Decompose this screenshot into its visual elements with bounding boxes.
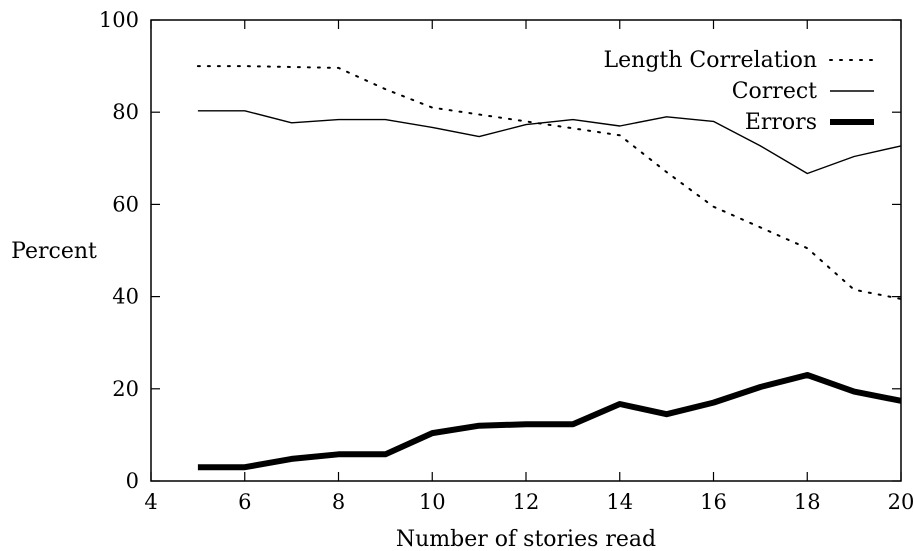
y-tick-label: 0 [126, 469, 139, 493]
x-tick-label: 12 [513, 490, 540, 514]
series-layer [196, 65, 902, 471]
y-axis-ticks: 0 20 40 60 80 100 [99, 8, 901, 493]
x-tick-label: 16 [700, 490, 727, 514]
legend-label-correct: Correct [732, 79, 817, 104]
x-tick-label: 4 [144, 490, 157, 514]
y-tick-label: 20 [112, 377, 139, 401]
series-line-correct [197, 110, 902, 175]
y-tick-label: 100 [99, 8, 139, 32]
x-tick-label: 6 [238, 490, 251, 514]
x-tick-label: 14 [606, 490, 633, 514]
y-tick-label: 80 [112, 100, 139, 124]
y-axis-label: Percent [11, 239, 97, 264]
y-tick-label: 60 [112, 192, 139, 216]
x-axis-label: Number of stories read [396, 527, 656, 551]
x-tick-label: 10 [419, 490, 446, 514]
x-tick-label: 20 [888, 490, 914, 514]
y-tick-label: 40 [112, 285, 139, 309]
x-tick-label: 18 [794, 490, 821, 514]
x-axis-ticks: 4 6 8 10 12 14 16 18 20 [144, 20, 914, 514]
series-line-length-correlation [196, 65, 902, 300]
series-line-errors [197, 372, 902, 471]
legend-label-errors: Errors [745, 110, 817, 135]
legend-label-length-correlation: Length Correlation [604, 48, 817, 73]
x-tick-label: 8 [332, 490, 345, 514]
legend: Length Correlation Correct Errors [604, 48, 875, 135]
